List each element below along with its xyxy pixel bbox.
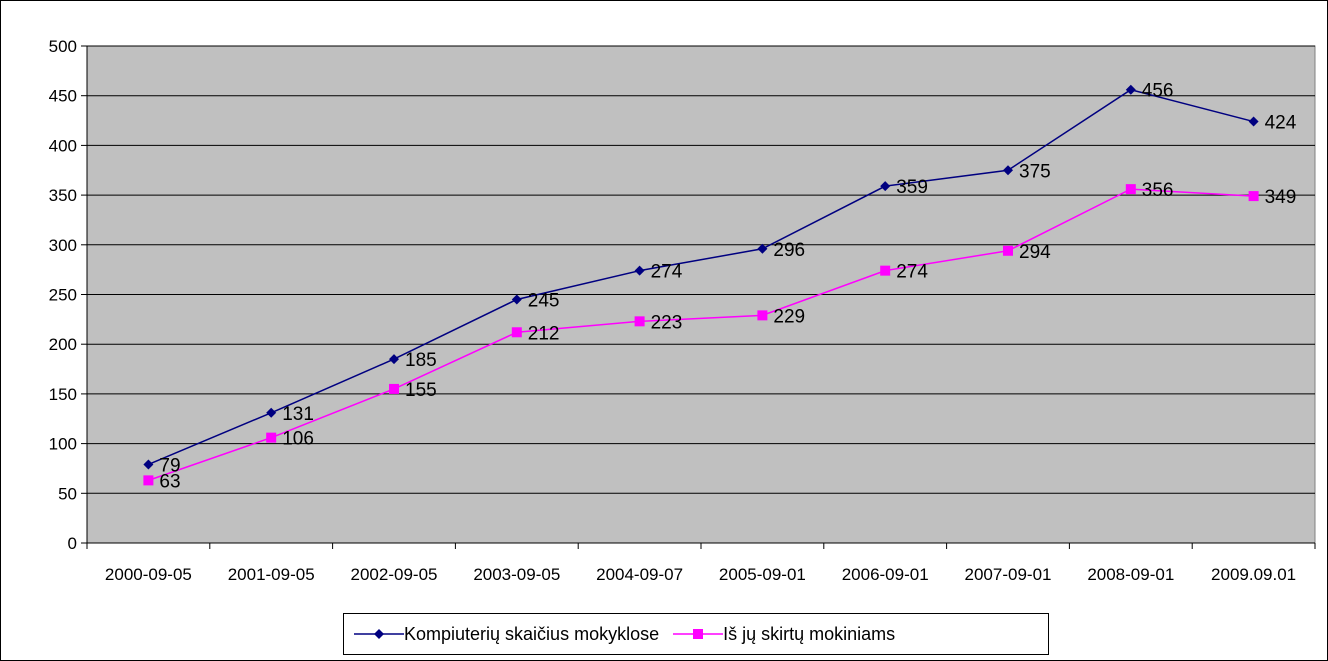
x-axis-ticks: 2000-09-05 2001-09-05 2002-09-05 2003-09-05… bbox=[86, 543, 1316, 584]
data-label: 131 bbox=[282, 404, 314, 425]
y-axis-ticks: 0 50 100 150 200 250 300 350 400 450 500 bbox=[49, 37, 87, 553]
data-label: 212 bbox=[528, 323, 560, 344]
data-label: 185 bbox=[405, 350, 437, 371]
x-tick-label: 2004-09-07 bbox=[596, 565, 683, 584]
data-labels: 79 131 185 245 274 296 359 375 456 424 63 106 155 212… bbox=[159, 81, 1296, 493]
diamond-marker-icon bbox=[354, 629, 404, 639]
series-layer bbox=[143, 84, 1259, 486]
x-tick-label: 2005-09-01 bbox=[719, 565, 806, 584]
data-point bbox=[757, 310, 768, 321]
y-tick-label: 50 bbox=[58, 484, 77, 503]
legend-item-computers: Kompiuterių skaičius mokyklose bbox=[354, 624, 659, 645]
legend-label-students: Iš jų skirtų mokiniams bbox=[723, 623, 896, 644]
data-point bbox=[389, 383, 399, 394]
legend: Kompiuterių skaičius mokyklose Iš jų ski… bbox=[343, 613, 1049, 655]
data-label: 155 bbox=[405, 380, 437, 401]
y-tick-label: 450 bbox=[49, 87, 77, 106]
data-point bbox=[143, 475, 154, 486]
data-point bbox=[143, 459, 154, 470]
y-tick-label: 100 bbox=[49, 435, 77, 454]
line-chart: 0 50 100 150 200 250 300 350 400 450 500 2000-09-0… bbox=[49, 37, 1316, 584]
x-tick-label: 2008-09-01 bbox=[1087, 565, 1174, 584]
data-point bbox=[266, 407, 277, 418]
y-tick-label: 400 bbox=[49, 136, 77, 155]
x-tick-label: 2006-09-01 bbox=[842, 565, 929, 584]
y-tick-label: 250 bbox=[49, 286, 77, 305]
data-point bbox=[757, 243, 768, 254]
data-point bbox=[1125, 184, 1136, 195]
data-point bbox=[1248, 191, 1259, 202]
data-point bbox=[634, 316, 645, 327]
data-point bbox=[511, 294, 522, 305]
y-tick-label: 350 bbox=[49, 186, 77, 205]
y-tick-label: 200 bbox=[49, 335, 77, 354]
y-tick-label: 150 bbox=[49, 385, 77, 404]
data-label: 294 bbox=[1019, 242, 1051, 263]
data-label: 424 bbox=[1265, 113, 1297, 134]
data-point bbox=[1003, 165, 1013, 176]
series-line bbox=[148, 88, 1254, 466]
x-tick-label: 2009.09.01 bbox=[1211, 565, 1296, 584]
series-line bbox=[148, 188, 1254, 482]
data-point bbox=[389, 354, 399, 365]
data-point bbox=[1003, 245, 1013, 256]
data-point bbox=[1248, 116, 1259, 127]
gridlines bbox=[87, 45, 1315, 494]
y-tick-label: 0 bbox=[68, 534, 77, 553]
data-label: 356 bbox=[1142, 180, 1174, 201]
y-tick-label: 500 bbox=[49, 37, 77, 56]
data-label: 79 bbox=[159, 455, 180, 476]
data-label: 274 bbox=[651, 262, 683, 283]
data-point bbox=[634, 265, 645, 276]
data-label: 229 bbox=[773, 306, 805, 327]
data-point bbox=[266, 432, 277, 443]
data-point bbox=[880, 265, 891, 276]
data-label: 359 bbox=[896, 177, 928, 198]
data-point bbox=[880, 181, 891, 192]
data-label: 296 bbox=[773, 240, 805, 261]
square-marker-icon bbox=[673, 629, 724, 639]
x-tick-label: 2007-09-01 bbox=[965, 565, 1052, 584]
y-tick-label: 300 bbox=[49, 236, 77, 255]
x-tick-label: 2000-09-05 bbox=[105, 565, 192, 584]
data-label: 63 bbox=[159, 471, 180, 492]
data-label: 106 bbox=[282, 429, 314, 450]
x-tick-label: 2001-09-05 bbox=[228, 565, 315, 584]
data-label: 245 bbox=[528, 290, 560, 311]
legend-label-computers: Kompiuterių skaičius mokyklose bbox=[404, 623, 660, 644]
data-point bbox=[511, 327, 522, 338]
data-label: 274 bbox=[896, 262, 928, 283]
x-tick-label: 2003-09-05 bbox=[473, 565, 560, 584]
legend-item-students: Iš jų skirtų mokiniams bbox=[673, 624, 895, 645]
data-label: 456 bbox=[1142, 81, 1174, 102]
x-tick-label: 2002-09-05 bbox=[351, 565, 438, 584]
data-label: 349 bbox=[1265, 187, 1297, 208]
data-point bbox=[1125, 84, 1136, 95]
data-label: 375 bbox=[1019, 161, 1051, 182]
data-label: 223 bbox=[651, 312, 683, 333]
